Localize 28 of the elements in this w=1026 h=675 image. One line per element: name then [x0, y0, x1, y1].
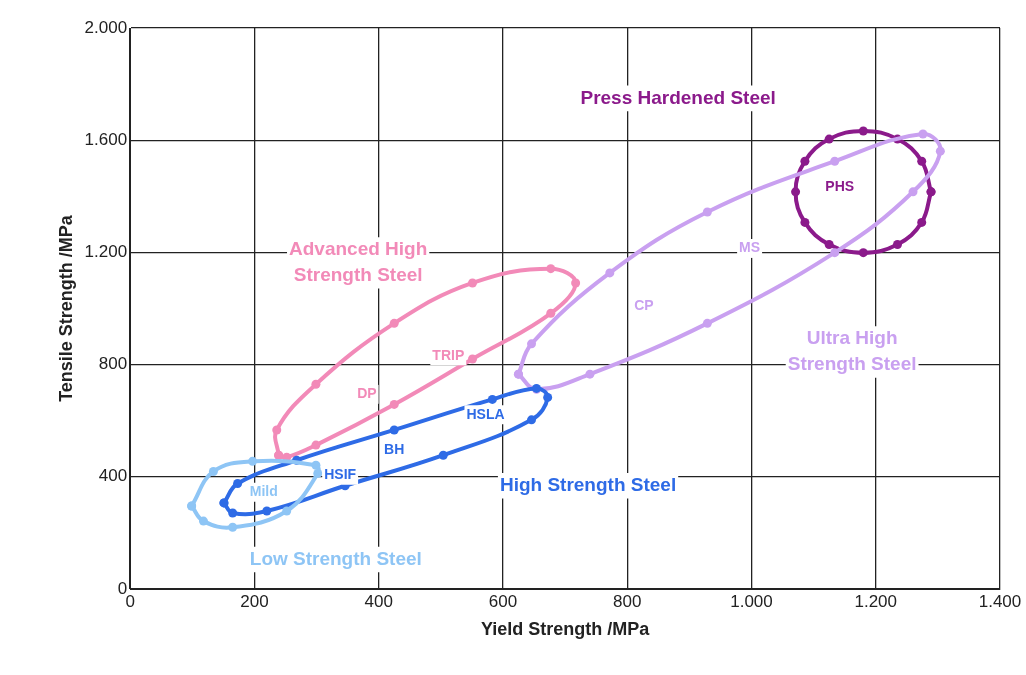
x-tick-label: 1.200: [854, 591, 898, 611]
y-tick-label: 2.000: [84, 17, 128, 37]
y-tick-label: 1.200: [84, 242, 128, 262]
annotation: CP: [634, 297, 654, 314]
x-tick-label: 1.400: [978, 591, 1022, 611]
x-tick-label: 1.000: [730, 591, 773, 611]
annotation: HSLA: [466, 405, 505, 422]
series-label: Low Strength Steel: [249, 547, 422, 569]
y-tick-label: 400: [98, 466, 128, 486]
text: Ultra High Strength Steel: [787, 327, 917, 375]
annotation: BH: [384, 441, 405, 458]
annotation: MS: [739, 239, 761, 256]
annotation: HSIF: [324, 466, 357, 483]
x-tick-label: 200: [240, 591, 269, 611]
text: High Strength Steel: [499, 474, 677, 496]
y-tick-label: 1.600: [84, 129, 128, 149]
x-tick-label: 400: [364, 591, 393, 611]
text: Advanced High Strength Steel: [289, 238, 428, 285]
text: Press Hardened Steel: [580, 86, 776, 108]
annotation: TRIP: [432, 346, 465, 363]
annotation: PHS: [825, 178, 855, 195]
y-axis-title: Tensile Strength /MPa: [55, 214, 76, 402]
x-axis-title: Yield Strength /MPa: [480, 619, 651, 640]
x-tick-label: 800: [613, 591, 642, 611]
annotation: DP: [357, 385, 377, 402]
annotation: Mild: [249, 483, 278, 500]
y-tick-label: 800: [98, 354, 128, 374]
x-tick-label: 600: [488, 591, 518, 611]
